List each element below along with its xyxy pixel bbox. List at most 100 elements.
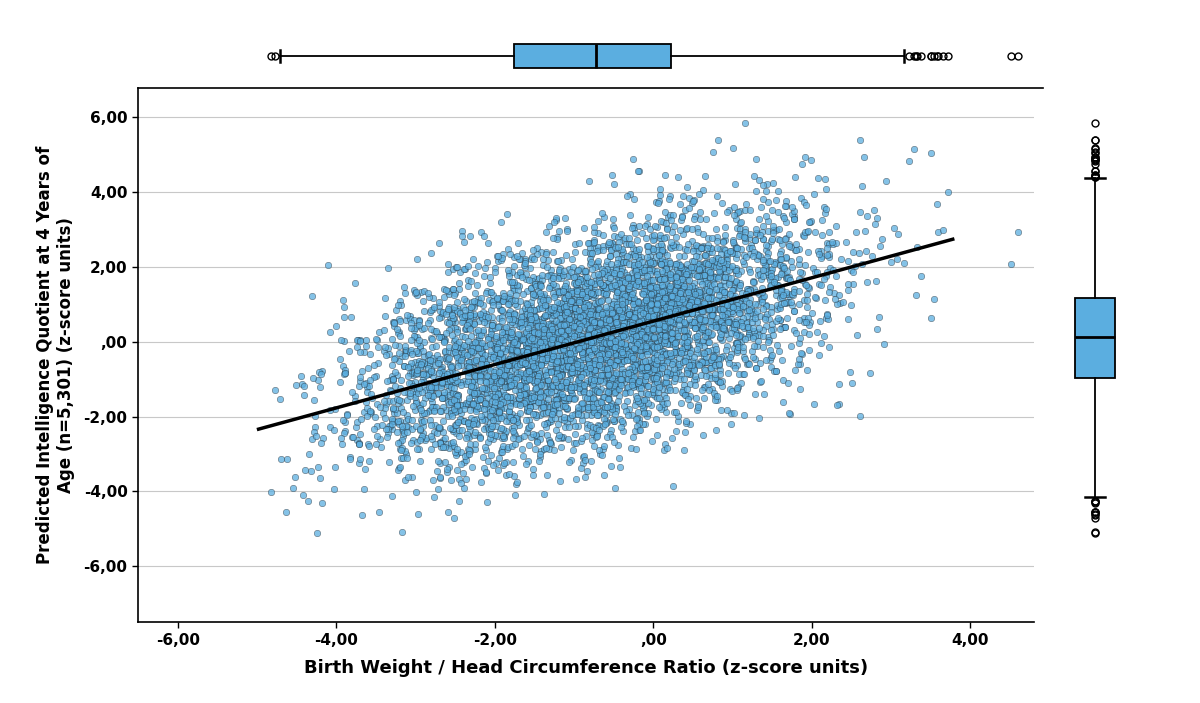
Point [556, 292, 575, 304]
Point [548, 402, 568, 413]
Point [432, 311, 451, 323]
Point [599, 321, 618, 332]
Point [648, 337, 667, 349]
Point [516, 389, 535, 401]
Point [676, 415, 695, 426]
Point [772, 282, 791, 293]
Point [636, 320, 655, 331]
Point [624, 360, 643, 371]
Point [626, 280, 646, 291]
Point [406, 381, 425, 392]
Point [391, 445, 410, 456]
Point [797, 200, 816, 211]
Point [508, 347, 527, 358]
Point [523, 271, 542, 283]
Point [658, 385, 677, 396]
Point [536, 369, 556, 380]
Point [696, 356, 715, 368]
Point [727, 337, 746, 348]
Point [622, 339, 641, 350]
Point [562, 302, 581, 313]
Point [392, 434, 412, 446]
Point [491, 375, 510, 386]
Point [725, 238, 744, 250]
Point [448, 296, 467, 307]
Point [565, 316, 584, 328]
Point [493, 352, 512, 363]
Point [762, 265, 781, 276]
Point [604, 335, 623, 347]
Point [629, 297, 648, 308]
Point [668, 172, 688, 183]
Point [592, 340, 611, 352]
Point [612, 244, 631, 255]
Point [710, 325, 730, 336]
Point [611, 343, 630, 354]
Point [685, 352, 704, 363]
Point [502, 408, 521, 420]
Point [634, 342, 653, 353]
Point [665, 306, 684, 317]
Point [683, 285, 702, 297]
Point [646, 298, 665, 309]
Point [655, 247, 674, 258]
Point [694, 382, 713, 393]
Point [684, 292, 703, 303]
Point [638, 304, 658, 315]
Point [677, 351, 696, 362]
Point [454, 467, 473, 479]
Point [637, 270, 656, 281]
Point [577, 335, 596, 347]
Point [593, 229, 612, 240]
Point [499, 298, 518, 309]
Point [659, 261, 678, 272]
Point [697, 283, 716, 295]
Point [575, 472, 594, 483]
Point [782, 209, 802, 220]
Point [524, 345, 544, 356]
Point [698, 277, 718, 288]
Point [598, 329, 617, 340]
Point [448, 447, 467, 458]
Point [403, 361, 422, 373]
Point [706, 340, 725, 352]
Point [582, 318, 601, 329]
Point [504, 252, 523, 263]
Point [654, 305, 673, 316]
Point [524, 352, 544, 363]
Point [648, 304, 667, 315]
Point [683, 285, 702, 297]
Point [391, 396, 410, 407]
Point [620, 188, 640, 200]
Point [671, 345, 690, 356]
Point [726, 337, 745, 348]
Point [486, 429, 505, 440]
Point [440, 375, 460, 387]
Point [385, 380, 404, 392]
Point [764, 329, 784, 340]
Point [702, 304, 721, 315]
Point [439, 461, 458, 472]
Point [805, 292, 824, 303]
Point [659, 354, 678, 365]
Point [679, 334, 698, 345]
Point [392, 351, 412, 362]
Point [533, 269, 552, 280]
Point [596, 289, 616, 300]
Point [504, 309, 523, 320]
Point [655, 323, 674, 335]
Point [557, 417, 576, 428]
Point [582, 324, 601, 335]
Point [608, 349, 628, 360]
Point [668, 411, 688, 422]
Point [637, 346, 656, 357]
Point [666, 344, 685, 356]
Point [444, 283, 463, 295]
Point [656, 318, 676, 330]
Point [799, 217, 818, 228]
Point [593, 280, 612, 291]
Point [518, 302, 538, 313]
Point [665, 290, 684, 302]
Point [582, 250, 601, 261]
Point [536, 349, 556, 360]
